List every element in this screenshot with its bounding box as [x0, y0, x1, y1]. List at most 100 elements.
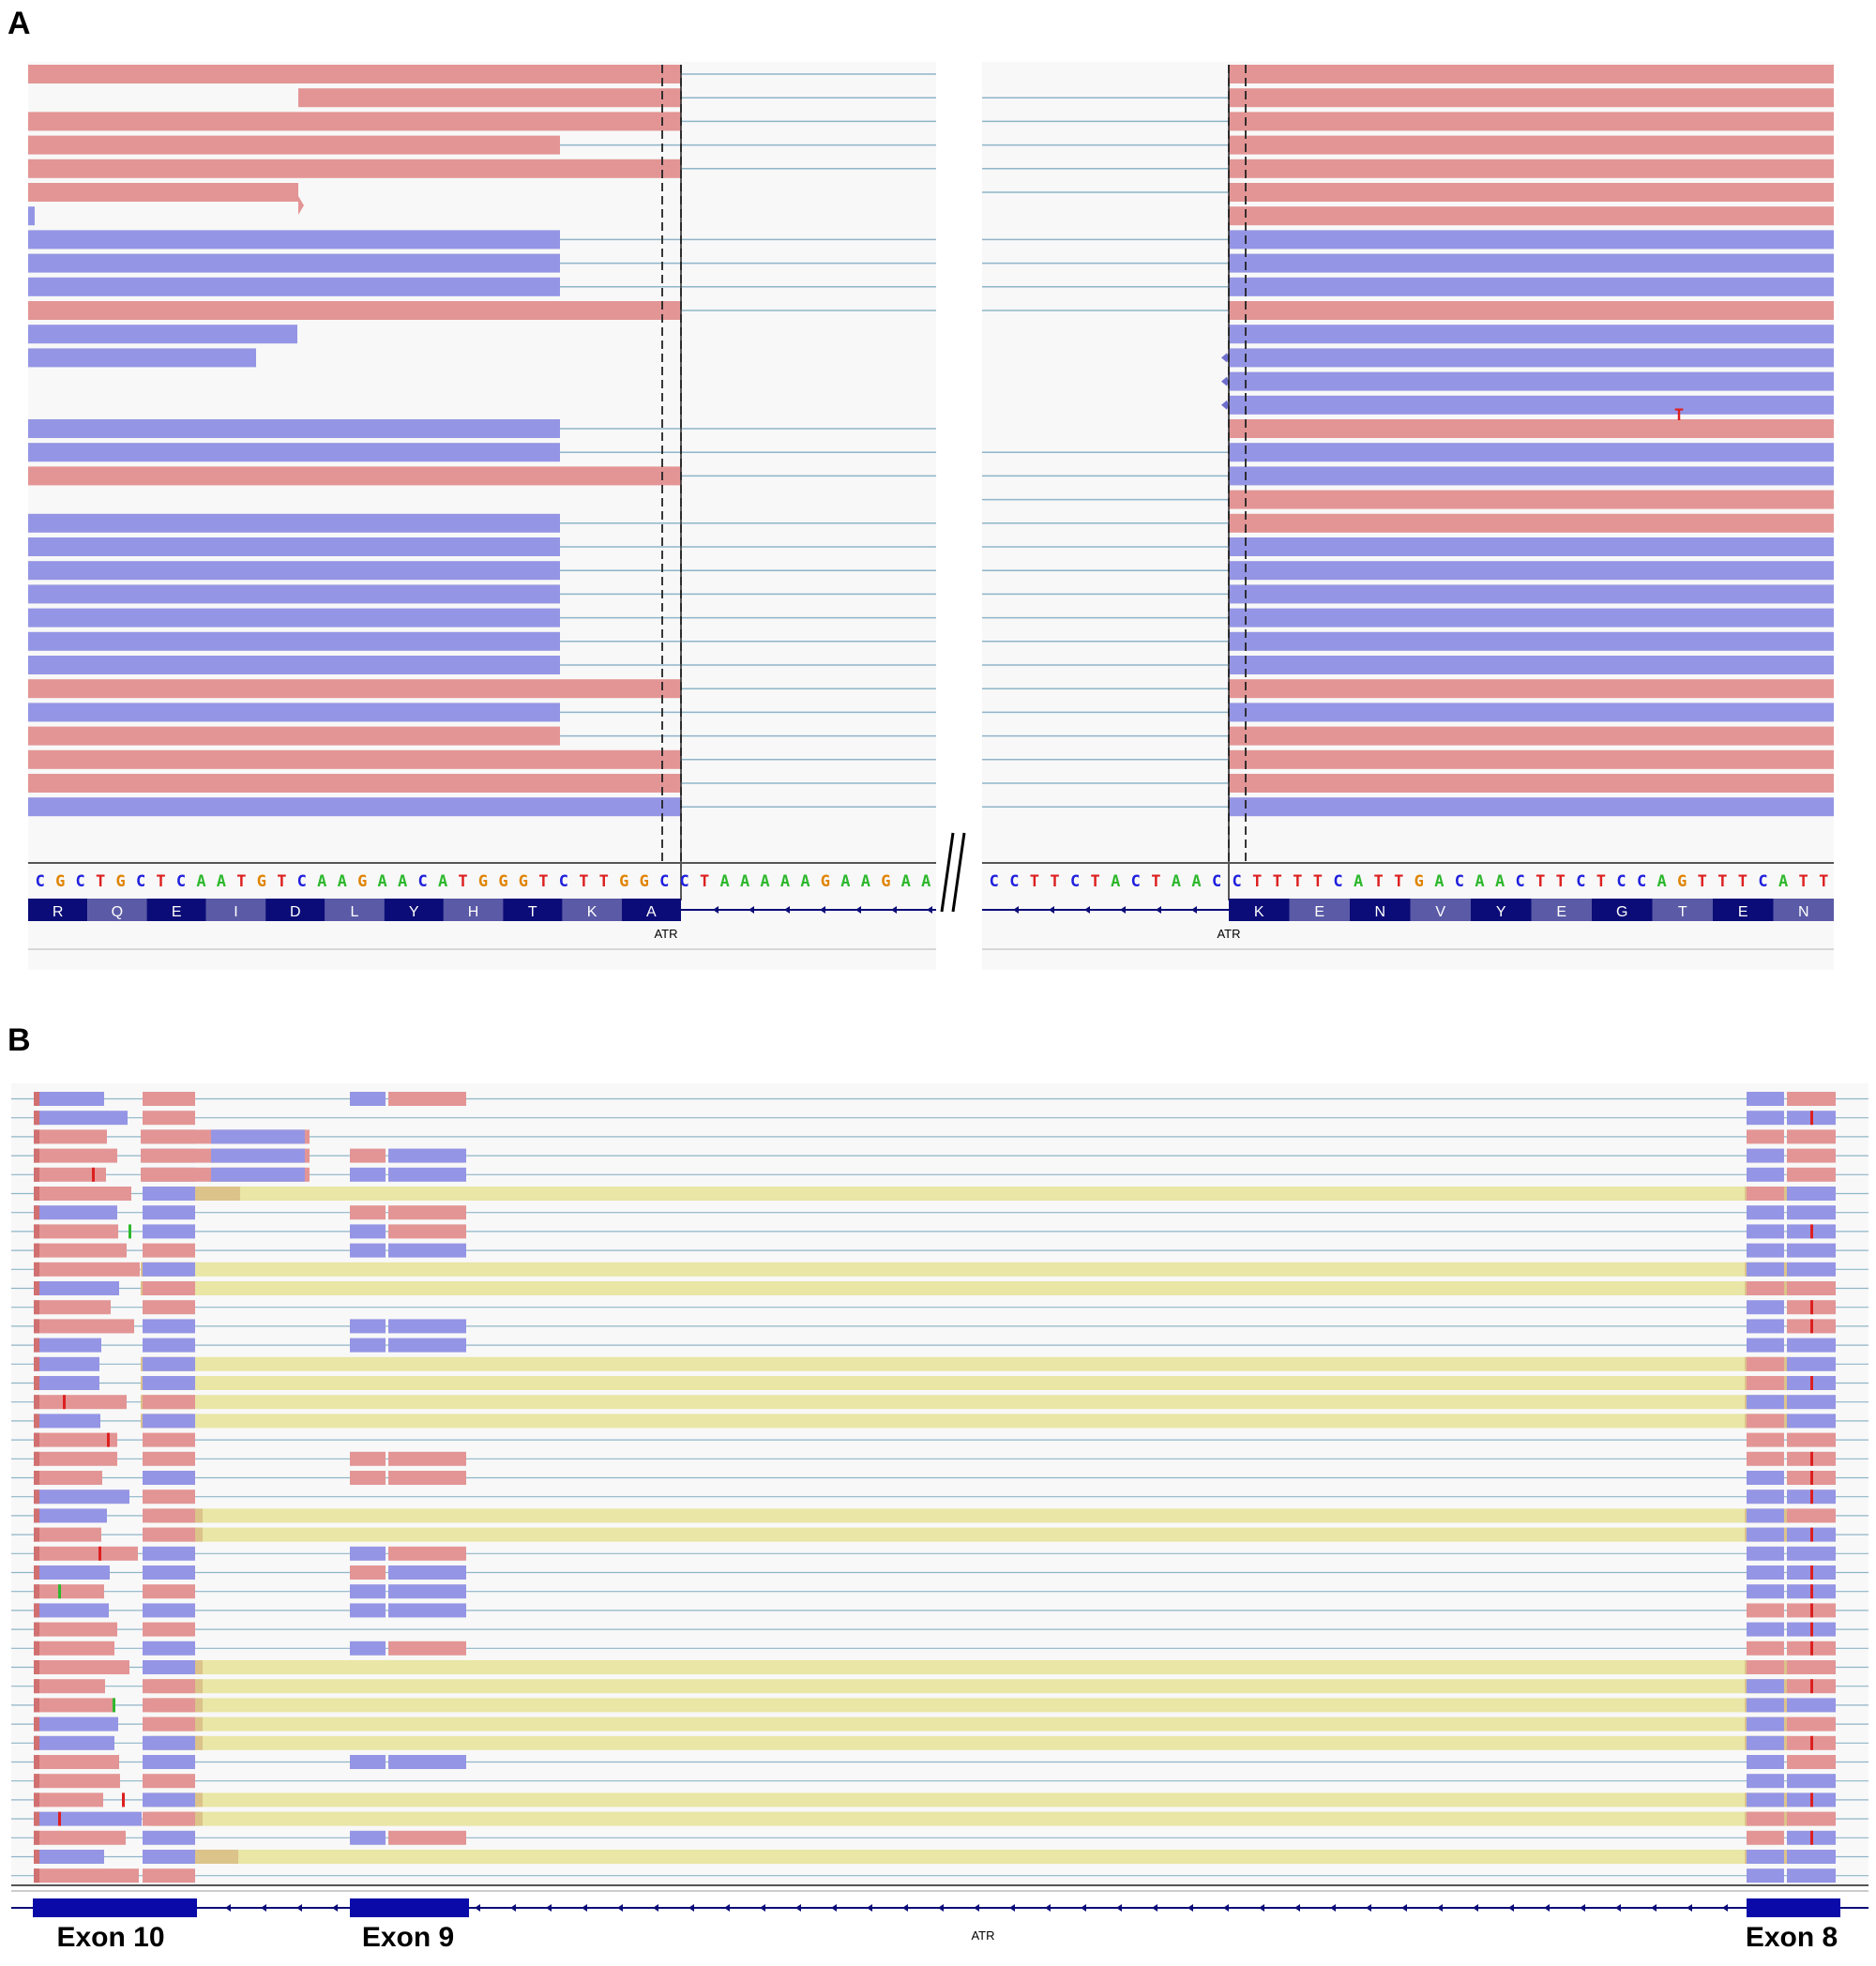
panel-b-read: [34, 1660, 129, 1674]
panel-a-reference-base: C: [297, 872, 307, 891]
panel-a-reference-base: G: [1415, 872, 1424, 891]
panel-b-read: [143, 1414, 195, 1429]
panel-a-right-read: [1229, 325, 1834, 344]
panel-a-reference-base: A: [1111, 872, 1120, 891]
panel-b-read: [143, 1356, 195, 1371]
panel-a-reference-base: A: [338, 872, 347, 891]
panel-a-reference-base: T: [1313, 872, 1323, 891]
panel-b-mismatch: [1810, 1300, 1813, 1315]
panel-b-strand-arrow: [938, 1904, 944, 1912]
panel-b-read: [1747, 1262, 1784, 1277]
panel-b-read: [1747, 1319, 1784, 1334]
panel-b-read: [143, 1546, 195, 1561]
panel-a-right-read: [1229, 159, 1834, 178]
panel-a-amino-acid: A: [646, 904, 657, 920]
panel-a-reference-base: C: [136, 872, 145, 891]
panel-b-read: [1787, 1356, 1836, 1371]
panel-b-read: [1747, 1755, 1784, 1769]
panel-b-read: [34, 1546, 138, 1561]
panel-a-mismatch-base: T: [1674, 406, 1684, 425]
panel-a-right-read: [1229, 726, 1834, 746]
panel-a-reference-base: T: [1698, 872, 1707, 891]
panel-a-codon-box: [562, 899, 622, 921]
panel-b-read: [143, 1471, 195, 1485]
panel-a-reference-base: T: [96, 872, 105, 891]
panel-b-mismatch: [1810, 1565, 1813, 1580]
panel-b-read: [34, 1603, 109, 1618]
panel-b-read: [34, 1167, 106, 1182]
panel-a-right-read: [1229, 466, 1834, 486]
panel-b-read-edge: [34, 1395, 39, 1410]
panel-b-read-edge: [34, 1716, 39, 1732]
panel-b-read: [1747, 1641, 1784, 1656]
panel-a-right-read: [1229, 490, 1834, 509]
panel-b-mismatch: [1810, 1376, 1813, 1390]
panel-a-reference-base: C: [559, 872, 568, 891]
panel-a-reference-base: A: [760, 872, 769, 891]
panel-b-read: [350, 1092, 386, 1106]
panel-a-left-read: [28, 561, 560, 581]
panel-b-read: [388, 1830, 466, 1845]
panel-a-reference-base: T: [1252, 872, 1262, 891]
panel-a-strand-arrow: [1156, 906, 1161, 914]
panel-a-reference-base: A: [398, 872, 407, 891]
panel-b-strand-arrow: [1116, 1904, 1122, 1912]
panel-b-read: [350, 1224, 386, 1239]
panel-b-read: [34, 1205, 117, 1220]
panel-b-read: [143, 1868, 195, 1883]
panel-a-left-reads: [28, 65, 936, 817]
panel-b-read: [143, 1792, 195, 1807]
panel-a-reference-base: T: [1394, 872, 1403, 891]
panel-b-strand-arrow: [1687, 1904, 1692, 1912]
panel-b-strand-arrow: [1437, 1904, 1443, 1912]
panel-b-read: [1747, 1224, 1784, 1239]
panel-a-reference-base: T: [700, 872, 709, 891]
exon-8-label: Exon 8: [1746, 1922, 1838, 1953]
panel-b-split-read-band: [150, 1698, 1759, 1713]
panel-b-read: [34, 1376, 99, 1390]
panel-b-read-edge: [34, 1224, 39, 1239]
panel-a-codon-box: [28, 899, 88, 921]
panel-a-right-read: [1229, 395, 1834, 415]
panel-b-read: [350, 1451, 386, 1466]
panel-b-split-overlap: [188, 1187, 240, 1201]
panel-b-strand-arrow: [795, 1904, 801, 1912]
panel-a-reference-base: A: [378, 872, 387, 891]
panel-a-reference-base: G: [881, 872, 890, 891]
panel-a-reference-base: T: [1273, 872, 1282, 891]
panel-b-split-read-band: [150, 1792, 1759, 1807]
panel-a-left-read: [28, 325, 297, 344]
panel-b-read: [1787, 1432, 1836, 1447]
panel-a-left-read: [28, 277, 560, 296]
panel-b-strand-arrow: [1081, 1904, 1086, 1912]
panel-b-strand-arrow: [902, 1904, 908, 1912]
panel-a-left-read: [28, 206, 35, 226]
panel-b-exon-block: [33, 1898, 197, 1917]
panel-a-reference-base: C: [1576, 872, 1585, 891]
panel-b-read: [143, 1224, 195, 1239]
panel-b-read: [34, 1868, 139, 1883]
panel-b-read: [1747, 1281, 1784, 1295]
panel-b-read: [1787, 1660, 1836, 1674]
panel-b-mismatch: [1810, 1679, 1813, 1694]
panel-b-read: [388, 1338, 466, 1353]
panel-b-read: [1747, 1660, 1784, 1674]
panel-b-mismatch: [107, 1432, 110, 1447]
panel-b-split-read-band: [141, 1262, 1759, 1277]
panel-b-read: [143, 1830, 195, 1845]
panel-a-left-read: [28, 537, 560, 556]
panel-a-left-read: [28, 183, 298, 202]
panel-b-read: [34, 1811, 142, 1826]
panel-b-read-edge: [34, 1811, 39, 1826]
panel-a-right-read: [1229, 135, 1834, 155]
panel-b-read: [34, 1356, 99, 1371]
panel-a-reference-base: C: [1516, 872, 1525, 891]
panel-b-read: [350, 1603, 386, 1618]
panel-a-reference-base: G: [619, 872, 628, 891]
panel-a-reference-base: C: [36, 872, 45, 891]
panel-b-read: [388, 1471, 466, 1485]
panel-b-read: [1747, 1092, 1784, 1106]
panel-b-read-edge: [34, 1187, 39, 1201]
panel-a-reference-base: C: [1758, 872, 1767, 891]
panel-b-read: [1787, 1262, 1836, 1277]
